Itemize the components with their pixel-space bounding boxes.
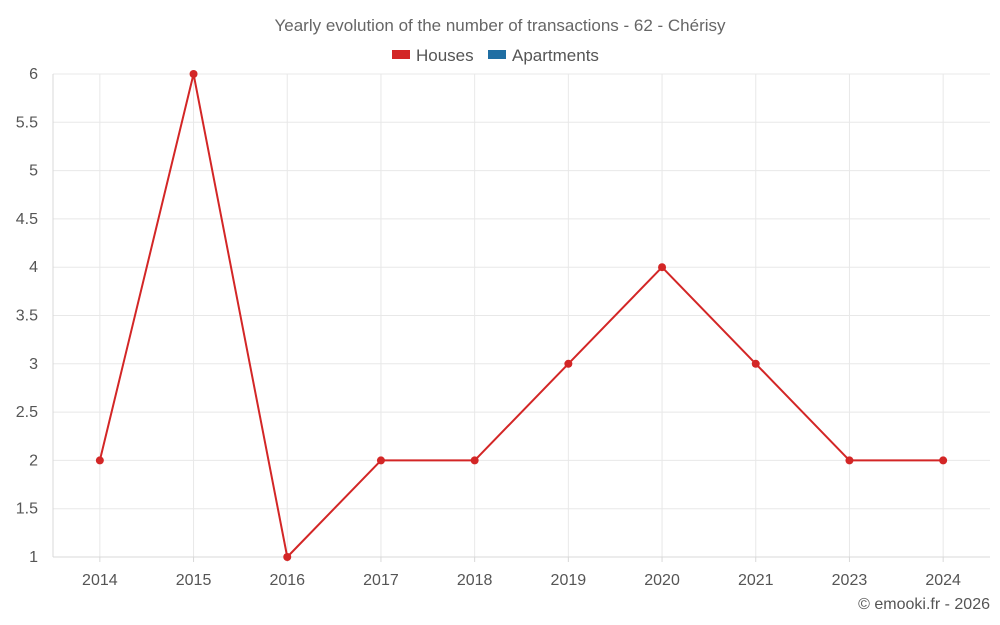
x-tick-label: 2017 (363, 572, 399, 589)
y-tick-label: 3 (29, 356, 38, 373)
y-tick-label: 4 (29, 259, 38, 276)
y-tick-label: 5 (29, 163, 38, 180)
data-point[interactable] (845, 456, 854, 465)
series-line-houses (98, 73, 944, 558)
credit-text: © emooki.fr - 2026 (858, 596, 990, 613)
y-tick-label: 6 (29, 66, 38, 83)
x-tick-label: 2019 (551, 572, 587, 589)
axes (52, 74, 990, 562)
series-layer (95, 70, 948, 561)
x-tick-label: 2023 (832, 572, 868, 589)
data-point[interactable] (564, 359, 573, 368)
data-point[interactable] (283, 553, 292, 561)
x-tick-label: 2018 (457, 572, 493, 589)
y-tick-label: 4.5 (16, 211, 38, 228)
y-tick-label: 2.5 (16, 404, 38, 421)
x-tick-label: 2024 (925, 572, 961, 589)
data-point[interactable] (939, 456, 948, 465)
chart-title: Yearly evolution of the number of transa… (274, 16, 726, 35)
y-tick-label: 2 (29, 452, 38, 469)
legend: Houses Apartments (392, 46, 599, 65)
tick-labels: 1 1.5 2 2.5 3 3.5 4 4.5 5 5.5 6 2014 2015 2016 2017 201… (16, 66, 961, 589)
legend-swatch-apartments (488, 50, 506, 59)
data-point[interactable] (376, 456, 385, 465)
x-tick-label: 2014 (82, 572, 118, 589)
x-tick-label: 2015 (176, 572, 212, 589)
data-point[interactable] (658, 263, 667, 272)
x-tick-label: 2020 (644, 572, 680, 589)
x-tick-label: 2021 (738, 572, 774, 589)
legend-swatch-houses (392, 50, 410, 59)
x-tick-label: 2016 (269, 572, 305, 589)
data-point[interactable] (189, 70, 198, 78)
legend-label-apartments[interactable]: Apartments (512, 46, 599, 65)
data-point[interactable] (470, 456, 479, 465)
legend-label-houses[interactable]: Houses (416, 46, 474, 65)
y-tick-label: 1 (29, 549, 38, 566)
y-tick-label: 3.5 (16, 308, 38, 325)
y-tick-label: 5.5 (16, 114, 38, 131)
data-point[interactable] (95, 456, 104, 465)
data-point[interactable] (751, 359, 760, 368)
y-tick-label: 1.5 (16, 501, 38, 518)
grid (53, 73, 990, 558)
